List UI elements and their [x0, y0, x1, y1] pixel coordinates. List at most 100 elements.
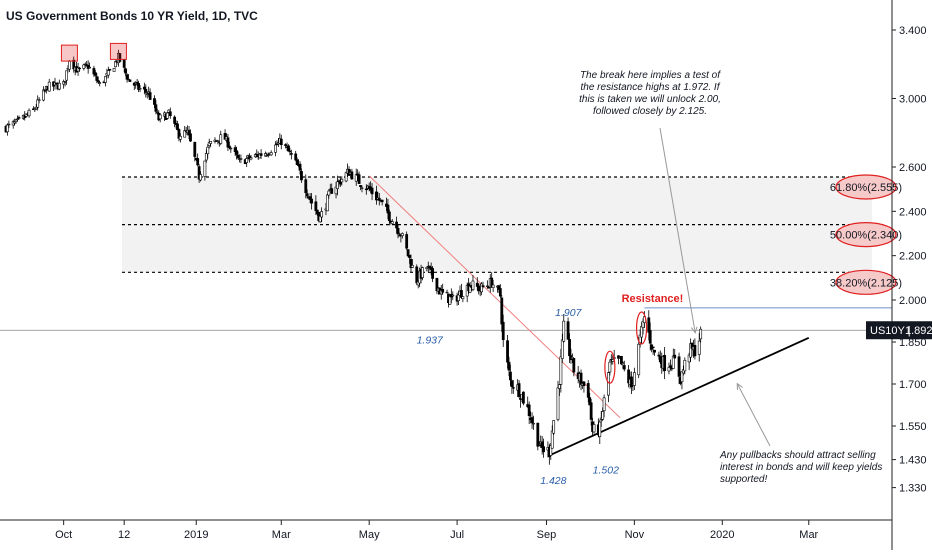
candle: [154, 100, 158, 115]
candle: [203, 160, 207, 181]
candle: [693, 338, 697, 360]
candle: [65, 70, 68, 85]
candle: [47, 78, 51, 92]
candle: [683, 357, 687, 375]
candle: [653, 349, 656, 356]
candle: [556, 380, 560, 422]
candle: [350, 168, 354, 180]
candle: [330, 183, 334, 195]
candle: [451, 291, 455, 301]
candle: [572, 358, 576, 377]
candle: [173, 115, 177, 128]
candle: [112, 67, 116, 72]
candle: [522, 391, 525, 406]
candle: [377, 193, 381, 206]
candle: [300, 168, 303, 183]
candle: [448, 296, 452, 305]
candle: [229, 146, 233, 153]
fib-label-circle: [835, 269, 897, 295]
candle: [568, 333, 571, 364]
candle: [124, 67, 128, 77]
candle: [536, 422, 540, 451]
candle: [542, 438, 545, 458]
y-tick-label: 2.400: [899, 206, 927, 218]
candle: [549, 442, 553, 460]
candle: [663, 346, 667, 380]
fib-label-circle: [835, 222, 897, 248]
candle: [227, 141, 231, 150]
candle: [637, 336, 641, 379]
candle: [357, 171, 361, 184]
candle: [305, 189, 309, 199]
x-tick-label: Mar: [799, 529, 818, 541]
candle: [219, 130, 223, 146]
candle: [622, 360, 626, 372]
candle: [17, 115, 21, 120]
annotation-line: The break here implies a test of: [580, 70, 721, 81]
candle: [6, 123, 9, 136]
candle: [608, 359, 612, 376]
candle: [501, 314, 505, 347]
candle: [325, 193, 329, 212]
candle: [461, 296, 465, 303]
annotation-pullbacks: Any pullbacks should attract sellinginte…: [719, 450, 882, 485]
candle: [340, 176, 344, 186]
candle: [552, 420, 556, 435]
candle: [138, 84, 142, 93]
candle: [562, 313, 566, 343]
fib-label: 50.00%(2.340): [830, 230, 902, 242]
candle: [178, 133, 182, 143]
breakout-ellipse: [604, 350, 616, 384]
candle: [445, 289, 449, 294]
candle: [405, 231, 409, 251]
candle: [579, 369, 583, 391]
candle: [189, 129, 192, 143]
candle: [42, 86, 45, 102]
current-price-tag: US10Y |1.892: [866, 321, 932, 340]
candle: [415, 264, 419, 286]
candle: [78, 66, 81, 72]
candle: [677, 352, 681, 385]
candle: [390, 219, 394, 224]
fib-label: 61.80%(2.555): [830, 182, 902, 194]
annotation-line: this is taken we will unlock 2.00,: [579, 94, 721, 105]
candle: [498, 284, 502, 298]
price-point-label: 1.502: [593, 464, 619, 476]
candle: [586, 380, 590, 403]
candle: [680, 371, 684, 390]
y-tick-label: 1.850: [899, 337, 927, 349]
candle: [128, 79, 132, 82]
candle: [406, 249, 410, 258]
candle: [269, 150, 273, 156]
candle: [72, 56, 76, 73]
annotation-arrow: [737, 384, 771, 447]
candle: [304, 174, 308, 199]
candle: [511, 380, 515, 394]
x-tick-label: 12: [118, 529, 130, 541]
candle: [509, 364, 512, 387]
candle: [630, 371, 633, 394]
y-tick-label: 3.400: [899, 25, 927, 37]
candle: [431, 266, 435, 283]
candle: [108, 68, 112, 71]
y-tick-label: 2.200: [899, 251, 927, 263]
annotation-arrow: [659, 127, 695, 333]
candle: [435, 277, 439, 295]
candle: [517, 380, 521, 399]
y-tick-label: 3.000: [899, 94, 927, 106]
candle: [327, 189, 331, 199]
candle: [632, 367, 636, 391]
candle: [196, 153, 200, 167]
candle: [471, 274, 475, 292]
x-tick-label: 2020: [710, 529, 734, 541]
candle: [37, 97, 41, 104]
candle: [88, 62, 91, 69]
candle: [216, 139, 220, 145]
candle: [209, 140, 213, 148]
candle: [411, 259, 414, 268]
candle: [592, 421, 596, 434]
uptrend-line: [548, 336, 810, 457]
candle: [491, 279, 495, 293]
